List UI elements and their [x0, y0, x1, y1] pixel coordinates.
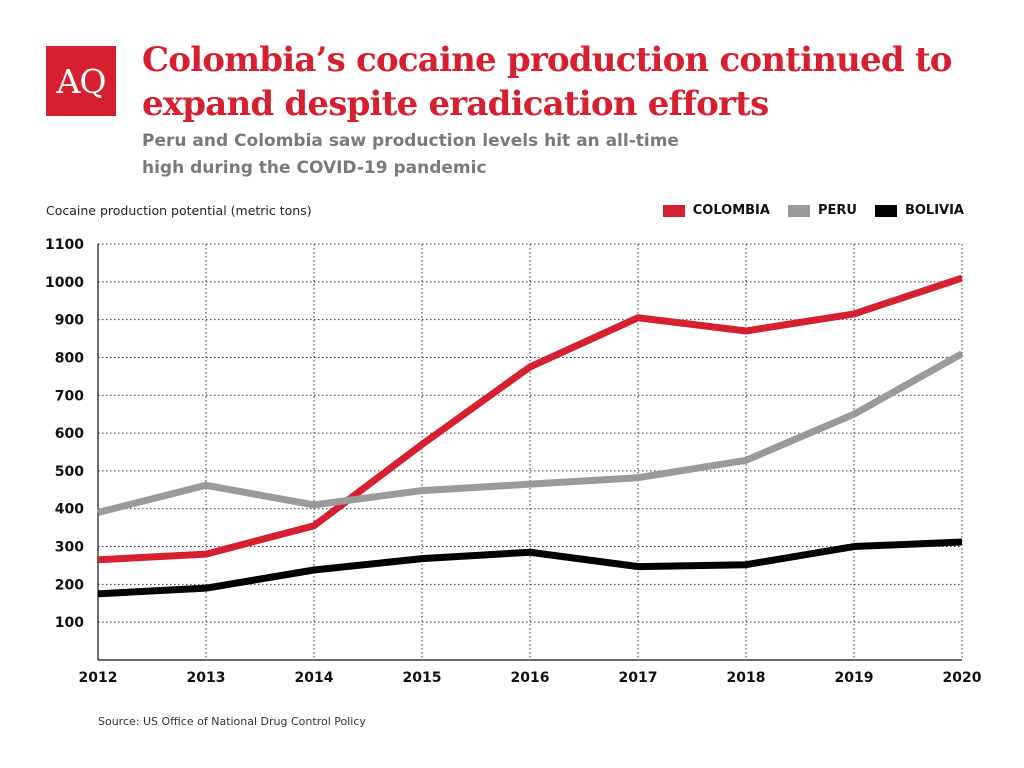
y-tick-label: 300 — [55, 540, 84, 556]
y-tick-label: 400 — [55, 502, 84, 518]
y-tick-label: 600 — [55, 426, 84, 442]
legend-label-colombia: COLOMBIA — [692, 203, 770, 218]
chart-title: Colombia’s cocaine production continued … — [142, 40, 952, 124]
y-tick-label: 1000 — [45, 275, 84, 291]
y-tick-label: 1100 — [45, 237, 84, 253]
x-tick-label: 2012 — [79, 670, 118, 686]
series-line-peru — [97, 350, 964, 516]
legend-swatch-bolivia — [874, 204, 897, 217]
x-tick-label: 2013 — [187, 670, 226, 686]
legend-item-peru: PERU — [787, 203, 857, 218]
y-tick-label: 500 — [55, 464, 84, 480]
y-tick-label: 700 — [55, 388, 84, 404]
x-tick-label: 2020 — [943, 670, 982, 686]
y-tick-label: 200 — [55, 577, 84, 593]
series-line-colombia — [97, 274, 964, 564]
legend-item-colombia: COLOMBIA — [662, 203, 770, 218]
x-tick-label: 2017 — [619, 670, 658, 686]
legend-item-bolivia: BOLIVIA — [874, 203, 964, 218]
y-axis-label: Cocaine production potential (metric ton… — [46, 203, 312, 218]
x-tick-label: 2019 — [835, 670, 874, 686]
legend-swatch-peru — [787, 204, 810, 217]
y-tick-label: 800 — [55, 350, 84, 366]
y-tick-label: 900 — [55, 313, 84, 329]
source-note: Source: US Office of National Drug Contr… — [98, 715, 366, 728]
series-line-bolivia — [97, 538, 963, 598]
legend-label-peru: PERU — [817, 203, 857, 218]
chart-subtitle: Peru and Colombia saw production levels … — [142, 131, 679, 178]
x-tick-label: 2015 — [403, 670, 442, 686]
legend-label-bolivia: BOLIVIA — [904, 203, 964, 218]
legend-swatch-colombia — [662, 204, 685, 217]
aq-logo: AQ — [46, 46, 116, 116]
legend: COLOMBIA PERU BOLIVIA — [662, 203, 964, 218]
x-tick-label: 2016 — [511, 670, 550, 686]
x-tick-label: 2014 — [295, 670, 334, 686]
y-tick-label: 100 — [55, 615, 84, 631]
x-tick-label: 2018 — [727, 670, 766, 686]
